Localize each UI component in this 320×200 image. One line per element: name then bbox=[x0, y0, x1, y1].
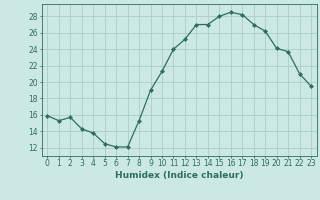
X-axis label: Humidex (Indice chaleur): Humidex (Indice chaleur) bbox=[115, 171, 244, 180]
